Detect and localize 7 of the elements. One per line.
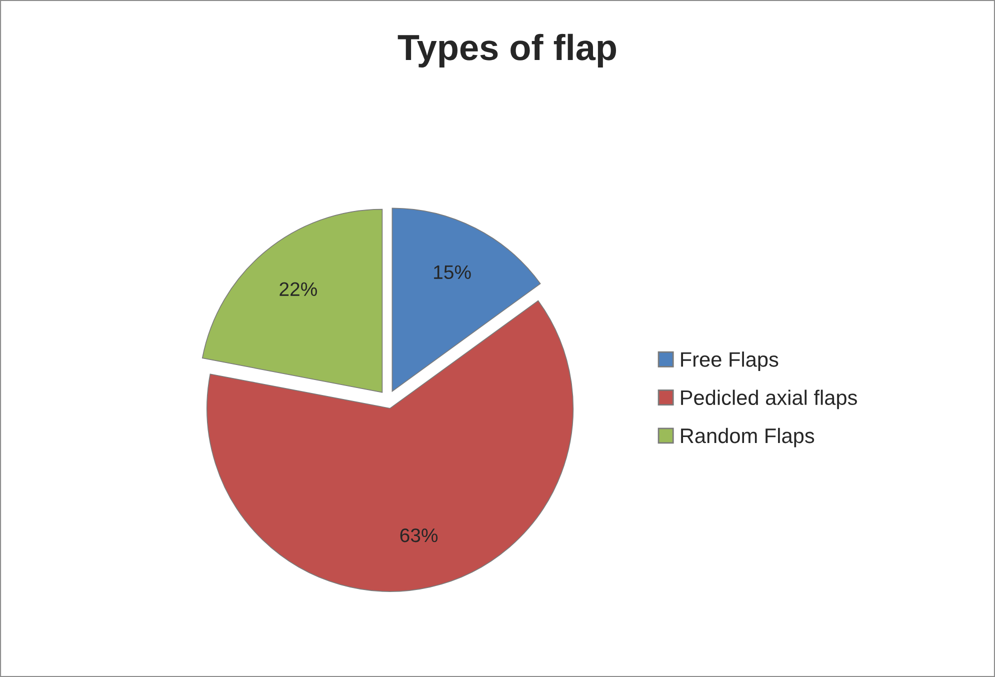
legend-label: Free Flaps bbox=[681, 352, 778, 371]
legend-label: Pedicled axial flaps bbox=[681, 390, 857, 410]
data-label: 63% bbox=[400, 528, 438, 542]
data-label: 22% bbox=[280, 282, 317, 296]
data-label: 15% bbox=[434, 265, 471, 280]
legend-label: Random Flaps bbox=[681, 428, 814, 448]
chart-title: Types of flap bbox=[398, 34, 616, 68]
